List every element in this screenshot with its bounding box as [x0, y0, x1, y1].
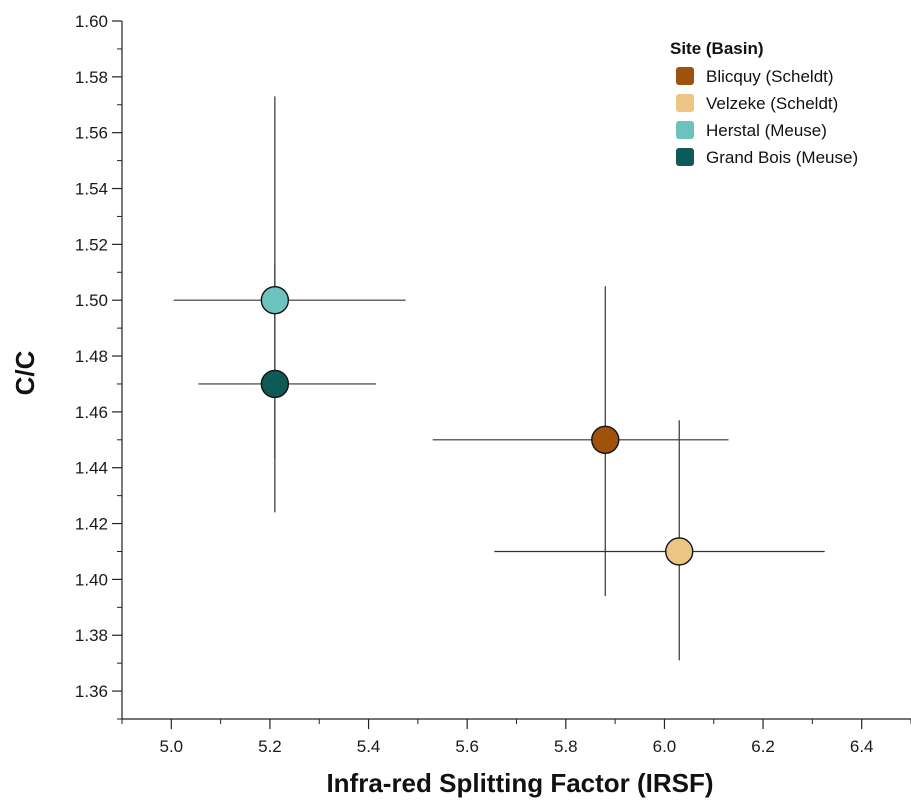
x-tick-label: 6.0 — [653, 737, 677, 756]
x-tick-label: 5.6 — [455, 737, 479, 756]
data-point — [591, 425, 620, 454]
y-tick-label: 1.54 — [75, 180, 108, 199]
legend: Site (Basin) Blicquy (Scheldt) Velzeke (S… — [670, 39, 858, 167]
y-tick-label: 1.56 — [75, 124, 108, 143]
axes: 1.36 1.38 1.40 1.42 1.44 1.46 1.48 1.50 1.52 1.54… — [75, 12, 911, 756]
legend-label: Grand Bois (Meuse) — [706, 148, 858, 167]
x-tick-label: 5.2 — [258, 737, 282, 756]
y-tick-label: 1.44 — [75, 459, 108, 478]
y-tick-label: 1.60 — [75, 12, 108, 31]
y-tick-label: 1.36 — [75, 682, 108, 701]
y-axis-title: C/C — [10, 350, 40, 395]
y-tick-label: 1.46 — [75, 403, 108, 422]
data-points — [260, 286, 694, 566]
x-tick-label: 5.4 — [357, 737, 381, 756]
legend-swatch — [676, 148, 694, 166]
y-tick-label: 1.42 — [75, 515, 108, 534]
y-tick-label: 1.38 — [75, 626, 108, 645]
legend-label: Herstal (Meuse) — [706, 121, 827, 140]
data-point — [665, 537, 694, 566]
legend-swatch — [676, 67, 694, 85]
x-tick-label: 6.4 — [850, 737, 874, 756]
y-tick-label: 1.48 — [75, 347, 108, 366]
legend-swatch — [676, 121, 694, 139]
x-tick-label: 5.0 — [159, 737, 183, 756]
y-tick-label: 1.58 — [75, 68, 108, 87]
x-tick-label: 5.8 — [554, 737, 578, 756]
y-tick-label: 1.50 — [75, 291, 108, 310]
legend-title: Site (Basin) — [670, 39, 764, 58]
legend-swatch — [676, 94, 694, 112]
x-tick-label: 6.2 — [751, 737, 775, 756]
y-tick-label: 1.40 — [75, 570, 108, 589]
data-point — [260, 369, 290, 399]
x-axis-title: Infra-red Splitting Factor (IRSF) — [326, 768, 713, 798]
legend-label: Velzeke (Scheldt) — [706, 94, 838, 113]
y-tick-label: 1.52 — [75, 235, 108, 254]
legend-label: Blicquy (Scheldt) — [706, 67, 834, 86]
data-point — [260, 286, 290, 315]
